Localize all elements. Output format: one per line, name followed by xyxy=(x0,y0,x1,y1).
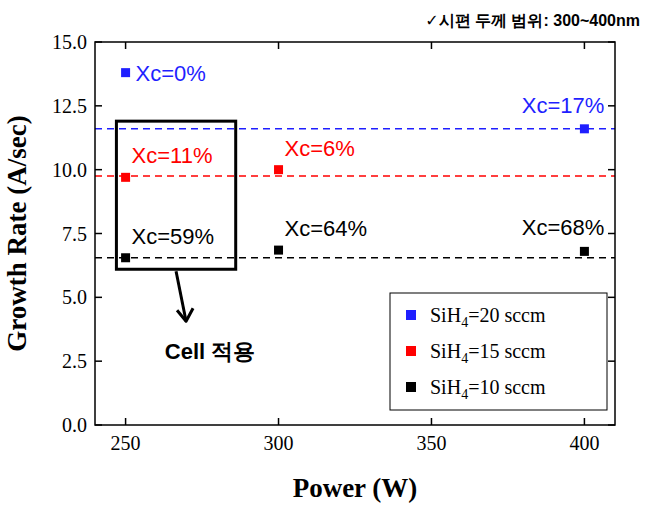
y-tick xyxy=(95,360,102,362)
y-tick xyxy=(608,360,615,362)
x-tick xyxy=(125,42,127,49)
legend-label-part: SiH xyxy=(430,304,461,326)
point-label: Xc=0% xyxy=(136,61,206,86)
x-tick xyxy=(431,42,433,49)
reference-line xyxy=(95,128,615,130)
legend-marker xyxy=(406,310,416,320)
point-label: Xc=17% xyxy=(522,93,605,118)
point-label: Xc=59% xyxy=(132,224,215,249)
legend-marker xyxy=(406,382,416,392)
plot-frame xyxy=(95,42,615,425)
y-tick-label: 12.5 xyxy=(52,95,87,117)
y-tick-label: 5.0 xyxy=(62,286,87,308)
x-tick xyxy=(584,42,586,49)
x-tick xyxy=(431,418,433,425)
y-tick xyxy=(95,105,102,107)
point-label: Xc=68% xyxy=(522,215,605,240)
x-tick xyxy=(125,418,127,425)
reference-line xyxy=(95,257,615,259)
y-tick xyxy=(95,297,102,299)
legend-label-part: =10 sccm xyxy=(468,376,546,398)
legend-label-part: =15 sccm xyxy=(468,340,546,362)
y-tick-label: 10.0 xyxy=(52,159,87,181)
legend-label-sub: 4 xyxy=(461,387,468,402)
annotation-box xyxy=(116,121,235,269)
annotation-text: Cell 적용 xyxy=(165,339,255,364)
x-tick-label: 350 xyxy=(416,432,446,454)
point-label: Xc=6% xyxy=(285,136,355,161)
y-tick-label: 15.0 xyxy=(52,31,87,53)
x-tick-label: 300 xyxy=(264,432,294,454)
legend-label: SiH4=15 sccm xyxy=(430,340,546,366)
point xyxy=(121,68,130,77)
point xyxy=(274,165,283,174)
y-tick-label: 0.0 xyxy=(62,414,87,436)
x-tick xyxy=(278,418,280,425)
x-tick xyxy=(584,418,586,425)
y-tick xyxy=(608,297,615,299)
y-axis-label: Growth Rate (A/sec) xyxy=(2,115,32,351)
y-tick xyxy=(608,169,615,171)
legend-label-part: SiH xyxy=(430,376,461,398)
subtitle: ✓시편 두께 범위: 300~400nm xyxy=(425,12,640,29)
x-tick-label: 400 xyxy=(569,432,599,454)
legend-marker xyxy=(406,346,416,356)
x-tick xyxy=(278,42,280,49)
legend-label-part: =20 sccm xyxy=(468,304,546,326)
point-label: Xc=64% xyxy=(285,216,368,241)
annotation-arrowhead xyxy=(177,308,193,321)
point xyxy=(274,246,283,255)
legend-label: SiH4=20 sccm xyxy=(430,304,546,330)
legend: SiH4=20 sccmSiH4=15 sccmSiH4=10 sccm xyxy=(390,293,607,410)
legend-label-sub: 4 xyxy=(461,351,468,366)
legend-label: SiH4=10 sccm xyxy=(430,376,546,402)
x-tick-label: 250 xyxy=(111,432,141,454)
point xyxy=(580,124,589,133)
plot-area xyxy=(95,68,615,262)
point xyxy=(121,253,130,262)
x-axis-label: Power (W) xyxy=(293,473,418,503)
y-tick xyxy=(608,105,615,107)
point xyxy=(580,247,589,256)
legend-label-part: SiH xyxy=(430,340,461,362)
legend-frame xyxy=(390,293,607,410)
y-tick-label: 2.5 xyxy=(62,350,87,372)
y-tick xyxy=(608,233,615,235)
point xyxy=(121,173,130,182)
reference-line xyxy=(95,175,615,177)
point-label: Xc=11% xyxy=(132,143,213,168)
legend-label-sub: 4 xyxy=(461,315,468,330)
y-tick-label: 7.5 xyxy=(62,223,87,245)
y-tick xyxy=(95,169,102,171)
chart: ✓시편 두께 범위: 300~400nm 250 300 350 400 0.0 2.5 5.… xyxy=(0,0,647,510)
y-tick xyxy=(95,233,102,235)
